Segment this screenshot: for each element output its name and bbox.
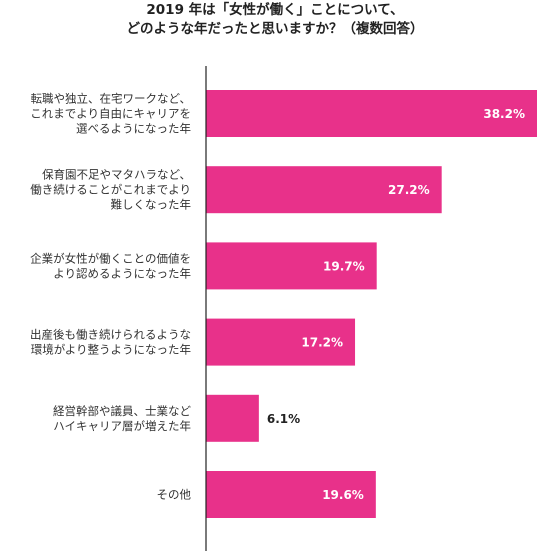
bar-4 [206, 394, 259, 442]
category-label-0-line-0: 転職や独立、在宅ワークなど、 [31, 92, 191, 106]
bar-2 [206, 242, 377, 290]
category-label-1-line-2: 難しくなった年 [111, 198, 192, 212]
bar-value-label-5: 19.6% [322, 488, 364, 502]
category-label-2-line-0: 企業が女性が働くことの価値を [30, 251, 191, 265]
bar-value-label-0: 38.2% [483, 107, 525, 121]
bar-1 [206, 166, 442, 214]
category-label-1-line-1: 働き続けることがこれまでより [30, 183, 191, 197]
category-label-2-line-1: より認めるようになった年 [53, 266, 191, 280]
category-label-3-line-1: 環境がより整うようになった年 [31, 343, 191, 357]
bar-value-label-1: 27.2% [388, 183, 430, 197]
bar-0 [206, 90, 537, 137]
category-label-1-line-0: 保育園不足やマタハラなど、 [42, 168, 191, 182]
category-label-3-line-0: 出産後も働き続けられるような [30, 328, 191, 342]
chart-title-line-1: 2019 年は「女性が働く」ことについて、 [146, 2, 404, 18]
category-label-0-line-1: これまでより自由にキャリアを [30, 107, 191, 121]
bar-value-label-3: 17.2% [301, 336, 343, 350]
bar-3 [206, 318, 356, 366]
category-label-5-line-0: その他 [157, 488, 192, 502]
category-label-4-line-1: ハイキャリア層が増えた年 [53, 419, 191, 433]
bar-value-label-4: 6.1% [267, 412, 300, 426]
bar-value-label-2: 19.7% [323, 259, 365, 273]
bar-5 [206, 471, 376, 518]
category-label-0-line-2: 選べるようになった年 [76, 122, 191, 136]
category-label-4-line-0: 経営幹部や議員、士業など [53, 404, 191, 418]
chart-title-line-2: どのような年だったと思いますか？（複数回答） [126, 21, 424, 37]
